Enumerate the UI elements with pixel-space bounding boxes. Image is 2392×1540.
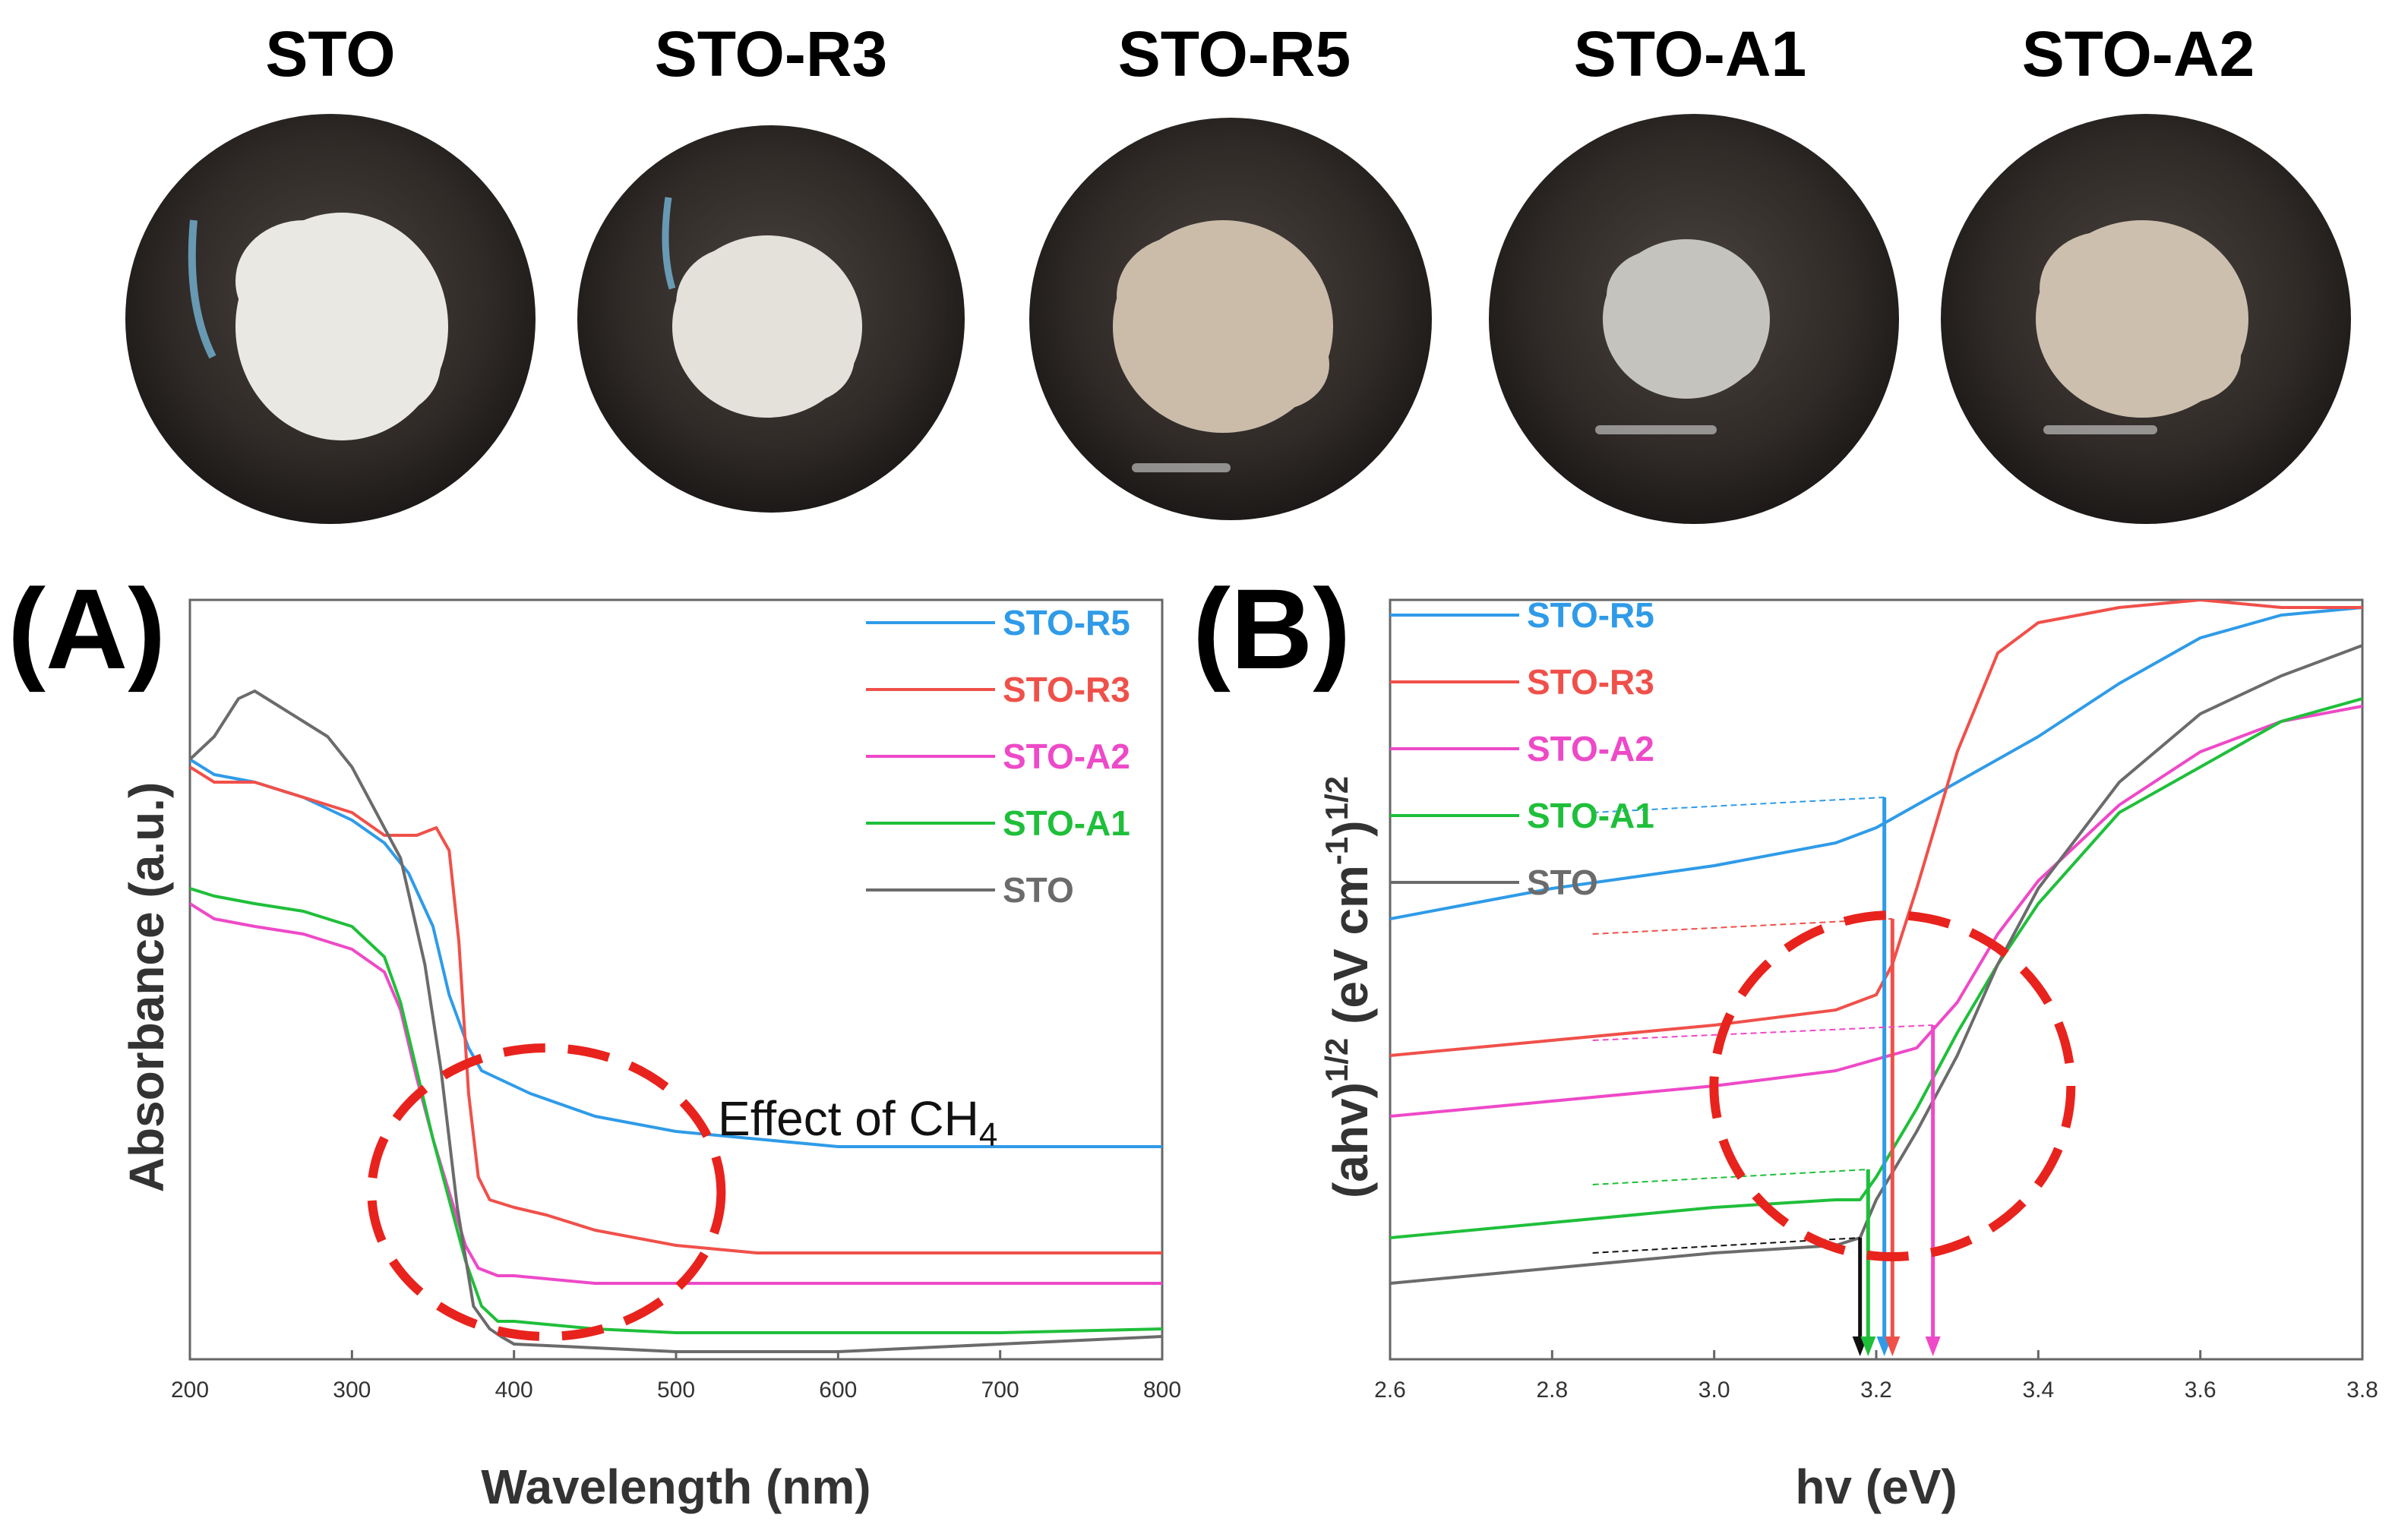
glare — [662, 197, 676, 290]
annotation-text: Effect of CH4 — [718, 1091, 997, 1153]
annotation-main: Effect of CH — [718, 1091, 979, 1146]
ylabel-sup: 1/2 — [1319, 776, 1354, 820]
x-tick-label: 400 — [495, 1377, 533, 1403]
powder-pile — [2036, 220, 2248, 418]
series-layer — [1390, 600, 2362, 1285]
legend-label-sto-a2: STO-A2 — [1003, 737, 1130, 776]
legend-label-sto-a1: STO-A1 — [1527, 796, 1654, 835]
tangent-line — [1592, 1024, 1933, 1041]
ylabel-close: ) — [1323, 820, 1378, 836]
tangent-line — [1592, 918, 1893, 935]
sample-sto-r3: STO-R3 — [577, 18, 965, 513]
ylabel-mid: (eV cm — [1323, 865, 1378, 1038]
sample-sto-r5: STO-R5 — [1029, 18, 1432, 520]
panel-label: (B) — [1193, 565, 1351, 693]
sample-sto-a2: STO-A2 — [1941, 18, 2351, 524]
band-gap-arrows — [1592, 797, 1941, 1356]
series-layer — [190, 690, 1162, 1353]
series-line-sto-a1 — [1390, 697, 2362, 1239]
annotation-circle — [1709, 910, 2076, 1261]
powder-pile — [672, 235, 862, 418]
panel-b: (B) 2.6 2.8 3.0 3.2 3.4 3.6 3.8 hv (eV) (ahv)1… — [1193, 565, 2378, 1514]
x-tick-label: 500 — [657, 1377, 695, 1403]
x-tick-label: 3.2 — [1860, 1377, 1892, 1403]
x-axis-title: Wavelength (nm) — [481, 1460, 871, 1514]
series-line-sto-r3 — [1390, 600, 2362, 1057]
legend-label-sto-a2: STO-A2 — [1527, 729, 1654, 768]
x-tick-label: 3.0 — [1698, 1377, 1730, 1403]
legend-label-sto-r3: STO-R3 — [1527, 662, 1654, 702]
legend-label-sto-a1: STO-A1 — [1003, 803, 1130, 843]
sample-title: STO-A2 — [2022, 18, 2255, 90]
plot-frame — [1389, 598, 2364, 1361]
y-axis-title: (ahv)1/2 (eV cm-1)1/2 — [1319, 776, 1378, 1198]
glare — [188, 219, 216, 359]
sample-title: STO — [265, 18, 395, 90]
legend-label-sto: STO — [1527, 863, 1598, 902]
sample-sto: STO — [125, 18, 536, 524]
x-tick-label: 200 — [171, 1377, 209, 1403]
sample-photos: STO STO-R3 STO-R5 — [125, 18, 2351, 524]
ylabel-main: (ahv) — [1323, 1082, 1378, 1198]
powder-pile — [235, 213, 448, 440]
sample-title: STO-R3 — [655, 18, 888, 90]
legend-label-sto-r5: STO-R5 — [1003, 603, 1130, 642]
series-line-sto-a2 — [190, 902, 1162, 1285]
x-axis-title: hv (eV) — [1795, 1460, 1957, 1514]
series-line-sto-r3 — [190, 765, 1162, 1254]
panel-label: (A) — [8, 565, 166, 693]
annotation-subscript: 4 — [979, 1116, 997, 1153]
x-axis: 200 300 400 500 600 700 800 — [171, 1350, 1181, 1403]
legend-label-sto-r5: STO-R5 — [1527, 595, 1654, 635]
sample-sto-a1: STO-A1 — [1489, 18, 1899, 524]
arrow-head — [1860, 1336, 1876, 1356]
annotation-circle — [367, 1043, 726, 1341]
x-tick-label: 3.8 — [2346, 1377, 2378, 1403]
sample-title: STO-A1 — [1574, 18, 1807, 90]
legend: STO-R5 STO-R3 STO-A2 STO-A1 STO — [866, 603, 1130, 910]
x-tick-label: 300 — [333, 1377, 371, 1403]
arrow-head — [1885, 1336, 1901, 1356]
glare — [1595, 425, 1717, 434]
x-tick-label: 3.4 — [2022, 1377, 2054, 1403]
arrow-head — [1925, 1336, 1941, 1356]
glare — [1132, 463, 1231, 472]
x-tick-label: 700 — [981, 1377, 1019, 1403]
tangent-line — [1592, 1169, 1869, 1185]
legend: STO-R5 STO-R3 STO-A2 STO-A1 STO — [1390, 595, 1654, 902]
x-tick-label: 2.8 — [1536, 1377, 1568, 1403]
x-tick-label: 2.6 — [1374, 1377, 1406, 1403]
series-line-sto-a1 — [190, 887, 1162, 1334]
glare — [2043, 425, 2157, 434]
x-axis: 2.6 2.8 3.0 3.2 3.4 3.6 3.8 — [1374, 1350, 2378, 1403]
y-axis-title: Absorbance (a.u.) — [119, 782, 174, 1193]
x-tick-label: 800 — [1143, 1377, 1181, 1403]
x-tick-label: 600 — [819, 1377, 857, 1403]
powder-pile — [1603, 239, 1770, 399]
series-line-sto-a2 — [1390, 705, 2362, 1118]
series-line-sto — [190, 690, 1162, 1353]
ylabel-sup: -1 — [1319, 837, 1354, 865]
powder-pile — [1113, 220, 1333, 433]
panel-a: (A) 200 300 400 500 600 700 800 Wavelength (nm… — [8, 565, 1181, 1514]
sample-title: STO-R5 — [1118, 18, 1351, 90]
series-line-sto-r5 — [1390, 606, 2362, 920]
legend-label-sto-r3: STO-R3 — [1003, 670, 1130, 709]
legend-label-sto: STO — [1003, 870, 1074, 910]
series-line-sto — [1390, 644, 2362, 1285]
x-tick-label: 3.6 — [2185, 1377, 2217, 1403]
ylabel-sup: 1/2 — [1319, 1038, 1354, 1082]
